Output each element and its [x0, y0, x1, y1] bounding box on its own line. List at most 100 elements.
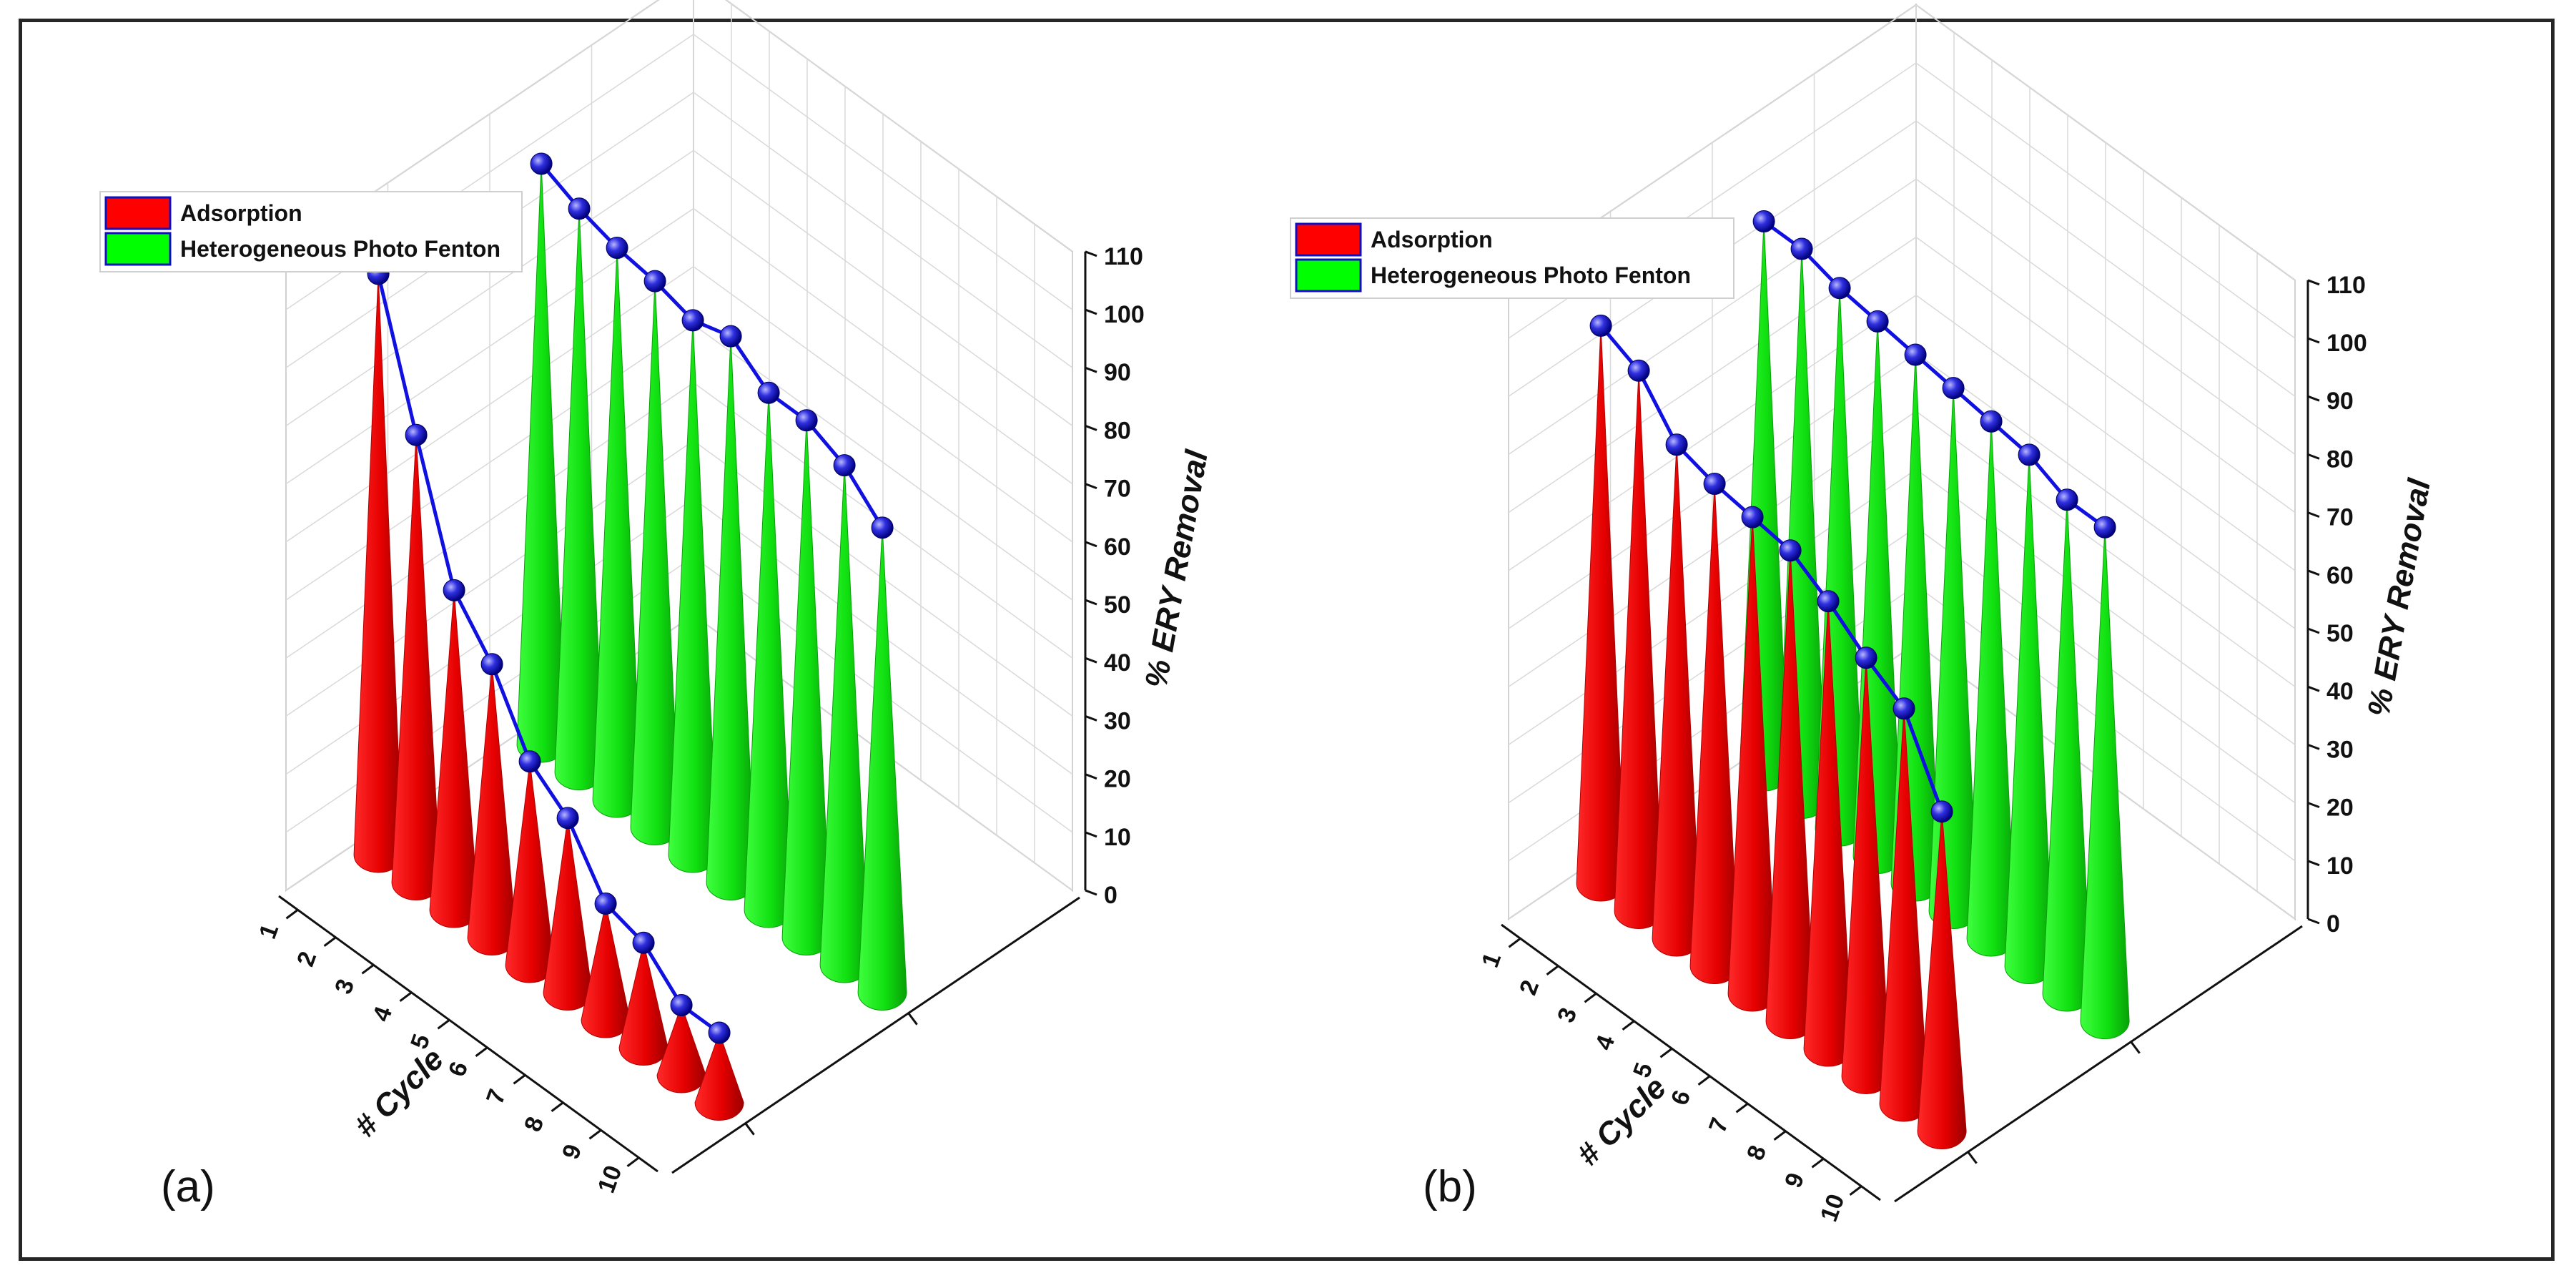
series-photo-fenton: [516, 152, 907, 1011]
depth-axis: [671, 896, 1080, 1174]
depth-axis-line: [671, 896, 1080, 1174]
z-tick-label: 0: [2326, 910, 2340, 938]
data-point: [518, 750, 541, 773]
cone-mark: [2004, 454, 2054, 984]
legend-swatch: [104, 232, 172, 266]
data-point: [594, 893, 617, 915]
z-axis-title: % ERY Removal: [1138, 447, 1215, 690]
figure-frame: [19, 19, 2555, 1261]
x-tick-label: 10: [593, 1162, 628, 1197]
z-tick-label: 80: [1104, 417, 1131, 444]
depth-axis-line: [1894, 925, 2303, 1203]
trend-line: [540, 162, 884, 529]
data-point: [1752, 210, 1775, 233]
z-tick-label: 100: [2326, 330, 2367, 357]
z-tick-label: 90: [1104, 359, 1131, 386]
cone-mark: [353, 273, 403, 873]
z-tick: [1085, 773, 1097, 780]
z-tick: [1085, 889, 1097, 896]
x-tick: [588, 1129, 602, 1140]
legend-swatch: [1295, 222, 1362, 257]
x-tick: [1584, 993, 1597, 1003]
cone-mark: [694, 1031, 744, 1121]
data-point: [1589, 314, 1612, 337]
z-tick: [2307, 860, 2320, 867]
z-tick-label: 10: [2326, 852, 2354, 880]
z-axis: 0 10 20 30 40 50 60 70 80 90 100 110 % ERY Removal: [2306, 272, 2437, 938]
data-point: [757, 381, 780, 404]
data-point: [1790, 237, 1813, 260]
z-tick: [1085, 657, 1097, 664]
z-tick-label: 30: [1104, 707, 1131, 734]
x-tick: [323, 936, 337, 947]
z-tick-label: 20: [2326, 795, 2354, 822]
data-point: [1942, 377, 1965, 400]
data-point: [1930, 800, 1953, 823]
x-tick-label: 2: [292, 948, 322, 970]
data-point: [480, 653, 503, 676]
z-tick: [1085, 541, 1097, 548]
legend-label: Adsorption: [1371, 227, 1493, 252]
x-tick: [475, 1046, 488, 1057]
depth-axis: [1894, 925, 2303, 1203]
z-axis-title: % ERY Removal: [2361, 476, 2437, 719]
x-tick-label: 7: [1704, 1114, 1734, 1136]
z-tick: [2307, 569, 2320, 576]
legend-label: Adsorption: [180, 200, 302, 226]
x-tick-label: 8: [519, 1114, 549, 1136]
data-point: [1866, 310, 1889, 333]
data-point: [405, 423, 428, 446]
z-tick: [1085, 366, 1097, 373]
x-tick-label: 3: [330, 975, 360, 998]
x-tick: [1811, 1158, 1825, 1169]
z-tick: [2307, 453, 2320, 460]
trend-line: [1599, 324, 1944, 812]
legend: Adsorption Heterogeneous Photo Fenton: [1290, 217, 1734, 299]
data-point: [1741, 506, 1764, 529]
z-tick-label: 70: [1104, 476, 1131, 503]
data-point: [1779, 539, 1802, 562]
x-tick-label: 6: [1666, 1087, 1696, 1109]
z-tick: [1085, 483, 1097, 490]
z-tick: [2307, 802, 2320, 809]
x-tick: [513, 1074, 526, 1085]
data-point: [568, 197, 591, 220]
cone-mark: [744, 393, 794, 928]
z-axis: 0 10 20 30 40 50 60 70 80 90 100 110 % ERY Removal: [1084, 243, 1215, 909]
legend-swatch: [104, 196, 172, 230]
data-point: [2056, 488, 2078, 511]
cone-mark: [630, 281, 680, 845]
depth-tick: [744, 1122, 755, 1136]
legend: Adsorption Heterogeneous Photo Fenton: [99, 191, 523, 272]
depth-tick: [2130, 1041, 2141, 1054]
z-tick-label: 40: [2326, 678, 2354, 705]
data-point: [871, 516, 894, 539]
z-tick: [1085, 424, 1097, 431]
data-point: [681, 309, 704, 332]
data-point: [1665, 433, 1688, 456]
data-point: [2093, 516, 2116, 539]
x-axis-title: # Cycle: [1570, 1070, 1673, 1173]
data-point: [1627, 359, 1650, 382]
z-tick: [2307, 743, 2320, 750]
x-tick: [361, 964, 375, 975]
data-point: [1817, 590, 1840, 613]
x-tick-label: 10: [1815, 1191, 1850, 1226]
cone-mark: [819, 465, 869, 983]
cone-mark: [706, 336, 756, 900]
x-tick-label: 9: [1780, 1169, 1810, 1191]
z-tick-label: 50: [1104, 591, 1131, 619]
legend-box: [1290, 217, 1734, 299]
z-tick-label: 50: [2326, 620, 2354, 647]
data-point: [1892, 697, 1915, 720]
x-tick: [551, 1101, 564, 1112]
cone-mark: [516, 163, 566, 763]
cone-mark: [781, 420, 831, 955]
x-tick: [1849, 1185, 1862, 1196]
depth-tick: [907, 1012, 918, 1026]
trend-line: [1762, 220, 2106, 529]
x-tick-label: 2: [1514, 977, 1544, 999]
z-tick: [1085, 308, 1097, 315]
cone-mark: [2080, 527, 2130, 1039]
series-adsorption: [1576, 314, 1967, 1149]
